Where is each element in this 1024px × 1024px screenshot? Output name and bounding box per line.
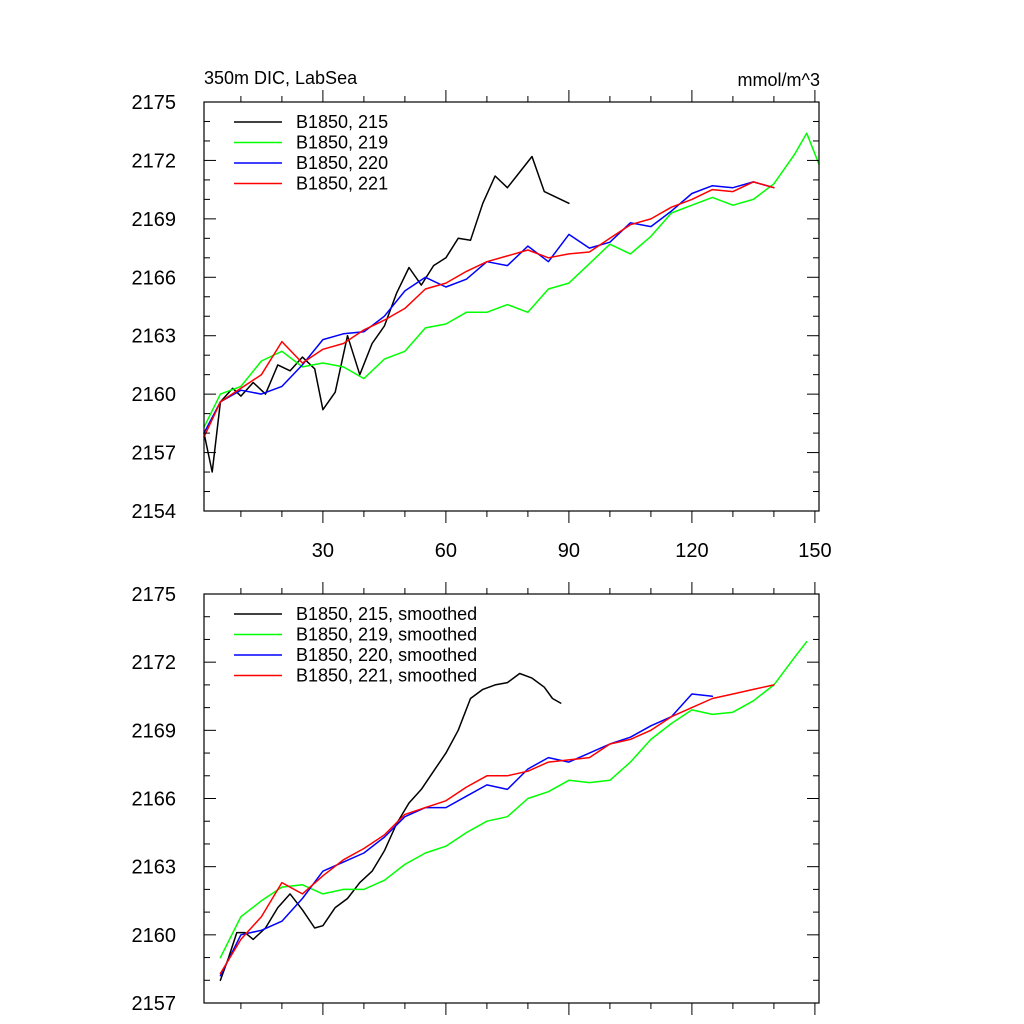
- series-line-1-2: [219, 693, 714, 977]
- y-tick-label: 2160: [132, 925, 177, 947]
- series-line-1-0: [219, 672, 562, 982]
- series-line-0-3: [203, 181, 775, 438]
- series-line-0-2: [203, 181, 775, 434]
- series-line-1-1: [219, 640, 808, 959]
- legend-label: B1850, 219: [296, 133, 388, 153]
- plot-frame: [203, 101, 820, 512]
- y-tick-label: 2172: [132, 150, 177, 172]
- x-tick-label: 60: [435, 540, 457, 562]
- legend-label: B1850, 219, smoothed: [296, 625, 477, 645]
- series-line-0-0: [203, 155, 570, 473]
- y-tick-label: 2175: [132, 584, 177, 606]
- y-tick-label: 2157: [132, 993, 177, 1015]
- legend-label: B1850, 215, smoothed: [296, 604, 477, 624]
- legend-label: B1850, 215: [296, 112, 388, 132]
- y-tick-label: 2172: [132, 652, 177, 674]
- y-tick-label: 2175: [132, 92, 177, 114]
- y-tick-label: 2160: [132, 384, 177, 406]
- units-label: mmol/m^3: [738, 70, 820, 90]
- legend-label: B1850, 221: [296, 174, 388, 194]
- legend-label: B1850, 221, smoothed: [296, 666, 477, 686]
- bottom-panel: 2157 2160 2163 2166 2169 2172 2175 B1850, 215, …: [132, 582, 820, 1015]
- x-tick-label: 90: [558, 540, 580, 562]
- y-tick-label: 2169: [132, 720, 177, 742]
- x-tick-label: 30: [312, 540, 334, 562]
- y-tick-label: 2166: [132, 789, 177, 811]
- y-tick-label: 2163: [132, 857, 177, 879]
- x-tick-label: 150: [798, 540, 831, 562]
- y-tick-label: 2169: [132, 209, 177, 231]
- series-line-1-3: [219, 684, 775, 975]
- series-line-0-1: [203, 132, 820, 429]
- legend-label: B1850, 220, smoothed: [296, 645, 477, 665]
- chart-title: 350m DIC, LabSea: [204, 68, 358, 88]
- top-panel: 2154 2157 2160 2163 2166 2169 2172 2175 30 60 90 12…: [132, 90, 832, 562]
- x-tick-label: 120: [675, 540, 708, 562]
- y-tick-label: 2166: [132, 267, 177, 289]
- legend-label: B1850, 220: [296, 153, 388, 173]
- y-tick-label: 2163: [132, 326, 177, 348]
- y-tick-label: 2154: [132, 501, 177, 523]
- y-tick-label: 2157: [132, 443, 177, 465]
